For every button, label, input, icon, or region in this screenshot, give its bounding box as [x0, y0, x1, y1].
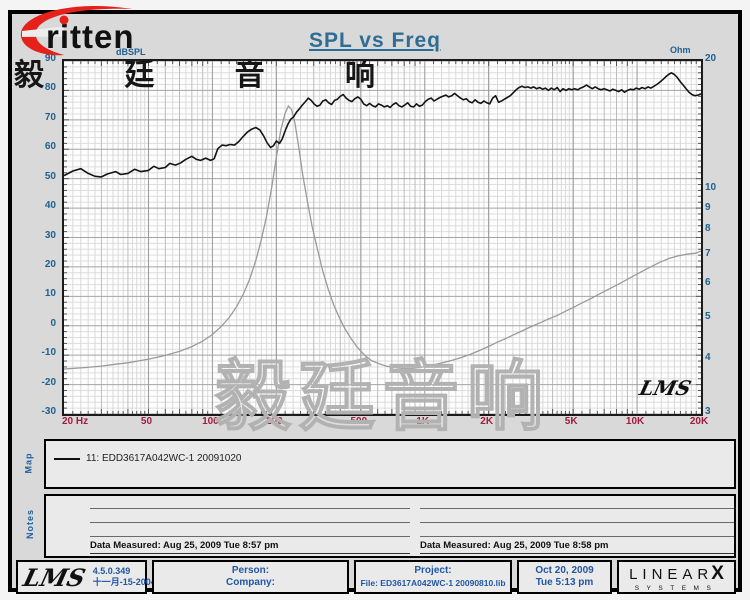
spl-curve — [64, 72, 701, 178]
footer-cell-linearx: LINEAR X SYSTEMS — [617, 560, 736, 594]
y-left-tick: 50 — [44, 170, 56, 182]
map-panel-label: Map — [23, 452, 34, 474]
notes-rule — [420, 522, 734, 523]
person-label: Person: — [231, 564, 270, 576]
y-right-tick: 9 — [705, 201, 711, 213]
legend-row: 11: EDD3617A042WC-1 20091020 — [54, 453, 241, 464]
notes-rule — [90, 536, 410, 537]
legend-text: 11: EDD3617A042WC-1 20091020 — [86, 453, 242, 464]
x-tick: 50 — [140, 416, 153, 427]
y-right-tick: 5 — [705, 310, 711, 322]
logo-brand-text: ritten — [46, 18, 135, 55]
print-time: Tue 5:13 pm — [535, 577, 594, 588]
legend-line-sample — [54, 457, 80, 460]
lms-version: 4.5.0.349 — [92, 565, 131, 576]
map-panel: 11: EDD3617A042WC-1 20091020 — [44, 439, 736, 489]
y-left-tick: 20 — [44, 258, 56, 270]
y-right-tick: 4 — [705, 352, 711, 364]
lms-logo-footer: LMS — [20, 562, 89, 592]
lms-version-date: 十一月-15-2004 — [92, 577, 156, 587]
y-right-tick: 20 — [705, 53, 717, 64]
footer-cell-lms: LMS 4.5.0.349 十一月-15-2004 — [16, 560, 156, 594]
y-right-tick: 7 — [705, 248, 711, 260]
y-left-tick: -10 — [41, 347, 56, 359]
x-tick: 1K — [416, 416, 430, 427]
spl-vs-freq-plot — [62, 59, 703, 416]
impedance-curve — [64, 104, 701, 370]
company-label: Company: — [226, 577, 275, 588]
notes-panel-label: Notes — [25, 508, 36, 540]
chart-title: SPL vs Freq — [309, 29, 441, 52]
project-file: File: ED3617A042WC-1 20090810.lib — [360, 577, 506, 588]
x-tick: 10K — [625, 416, 645, 427]
print-date: Oct 20, 2009 — [535, 564, 594, 576]
y-left-tick: -30 — [41, 406, 56, 417]
data-measured-right: Data Measured: Aug 25, 2009 Tue 8:58 pm — [420, 540, 734, 554]
notes-panel: Data Measured: Aug 25, 2009 Tue 8:57 pm … — [44, 494, 736, 558]
y-left-tick: -20 — [41, 376, 56, 388]
y-left-tick: 40 — [44, 200, 56, 212]
chart-canvas — [64, 61, 701, 414]
footer-cell-person: Person: Company: — [152, 560, 349, 594]
y-right-tick: 6 — [705, 277, 711, 289]
y-left-tick: 60 — [44, 141, 56, 153]
data-measured-left: Data Measured: Aug 25, 2009 Tue 8:57 pm — [90, 540, 410, 554]
logo-i-dot — [59, 15, 69, 25]
logo-red-swoosh — [20, 5, 132, 56]
y-right-tick: 8 — [705, 223, 711, 235]
project-label: Project: — [414, 565, 452, 577]
notes-column-left: Data Measured: Aug 25, 2009 Tue 8:57 pm — [90, 500, 410, 554]
linearx-main-text: LINEAR — [629, 565, 714, 583]
notes-rule — [420, 508, 734, 509]
notes-rule — [90, 508, 410, 509]
y-left-tick: 10 — [44, 288, 56, 300]
footer-cell-datetime: Oct 20, 2009 Tue 5:13 pm — [517, 560, 612, 594]
x-tick: 20K — [689, 416, 709, 427]
logo-swoosh-notch — [22, 26, 64, 37]
y-right-tick: 10 — [705, 181, 717, 193]
x-tick: 20 Hz — [62, 416, 89, 427]
y-left-axis-label: dBSPL — [116, 47, 146, 57]
x-tick: 200 — [265, 416, 283, 427]
linearx-logo: LINEAR X SYSTEMS — [629, 563, 724, 592]
notes-column-right: Data Measured: Aug 25, 2009 Tue 8:58 pm — [420, 500, 734, 554]
lms-signature-plot: LMS — [637, 376, 694, 400]
x-tick: 5K — [564, 416, 578, 427]
notes-rule — [420, 536, 734, 537]
y-left-tick: 30 — [44, 229, 56, 241]
y-right-axis-label: Ohm — [670, 45, 691, 55]
notes-rule — [90, 522, 410, 523]
eritten-logo: ritten — [20, 5, 135, 56]
y-left-tick: 70 — [44, 111, 56, 123]
report-frame: SPL vs Freq dBSPL Ohm 90 80 70 60 50 40 30 20 10… — [8, 10, 742, 594]
footer-cell-project: Project: File: ED3617A042WC-1 20090810.l… — [354, 560, 512, 594]
brand-cjk-text: 毅 廷 音 响 — [14, 59, 412, 92]
linearx-sub-text: SYSTEMS — [634, 584, 719, 592]
linearx-x-glyph: X — [711, 562, 724, 584]
y-right-tick: 3 — [705, 406, 711, 417]
x-tick: 2K — [480, 416, 494, 427]
x-tick: 500 — [350, 416, 368, 427]
x-tick: 100 — [202, 416, 219, 427]
y-left-tick: 0 — [50, 317, 56, 329]
